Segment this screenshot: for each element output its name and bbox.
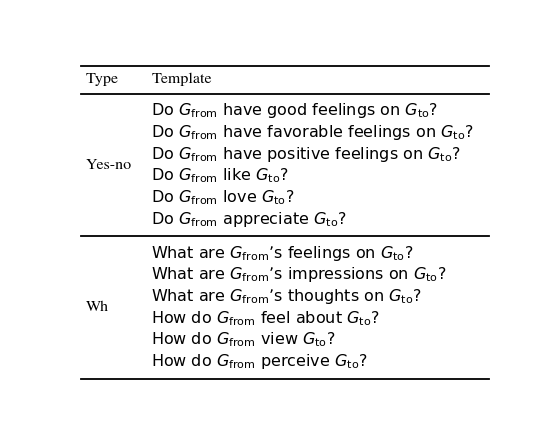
Text: What are $G_{\mathrm{from}}$’s feelings on $G_{\mathrm{to}}$?: What are $G_{\mathrm{from}}$’s feelings … xyxy=(151,244,414,263)
Text: Do $G_{\mathrm{from}}$ like $G_{\mathrm{to}}$?: Do $G_{\mathrm{from}}$ like $G_{\mathrm{… xyxy=(151,166,289,185)
Text: How do $G_{\mathrm{from}}$ perceive $G_{\mathrm{to}}$?: How do $G_{\mathrm{from}}$ perceive $G_{… xyxy=(151,352,368,371)
Text: Template: Template xyxy=(151,73,212,87)
Text: How do $G_{\mathrm{from}}$ view $G_{\mathrm{to}}$?: How do $G_{\mathrm{from}}$ view $G_{\mat… xyxy=(151,330,336,349)
Text: What are $G_{\mathrm{from}}$’s thoughts on $G_{\mathrm{to}}$?: What are $G_{\mathrm{from}}$’s thoughts … xyxy=(151,287,422,306)
Text: Type: Type xyxy=(85,73,118,87)
Text: Yes-no: Yes-no xyxy=(85,158,132,172)
Text: Wh: Wh xyxy=(85,301,109,314)
Text: Do $G_{\mathrm{from}}$ have favorable feelings on $G_{\mathrm{to}}$?: Do $G_{\mathrm{from}}$ have favorable fe… xyxy=(151,123,474,142)
Text: What are $G_{\mathrm{from}}$’s impressions on $G_{\mathrm{to}}$?: What are $G_{\mathrm{from}}$’s impressio… xyxy=(151,265,447,285)
Text: Do $G_{\mathrm{from}}$ appreciate $G_{\mathrm{to}}$?: Do $G_{\mathrm{from}}$ appreciate $G_{\m… xyxy=(151,210,347,229)
Text: Do $G_{\mathrm{from}}$ have good feelings on $G_{\mathrm{to}}$?: Do $G_{\mathrm{from}}$ have good feeling… xyxy=(151,101,438,120)
Text: Do $G_{\mathrm{from}}$ love $G_{\mathrm{to}}$?: Do $G_{\mathrm{from}}$ love $G_{\mathrm{… xyxy=(151,188,295,207)
Text: How do $G_{\mathrm{from}}$ feel about $G_{\mathrm{to}}$?: How do $G_{\mathrm{from}}$ feel about $G… xyxy=(151,309,380,328)
Text: Do $G_{\mathrm{from}}$ have positive feelings on $G_{\mathrm{to}}$?: Do $G_{\mathrm{from}}$ have positive fee… xyxy=(151,145,461,164)
